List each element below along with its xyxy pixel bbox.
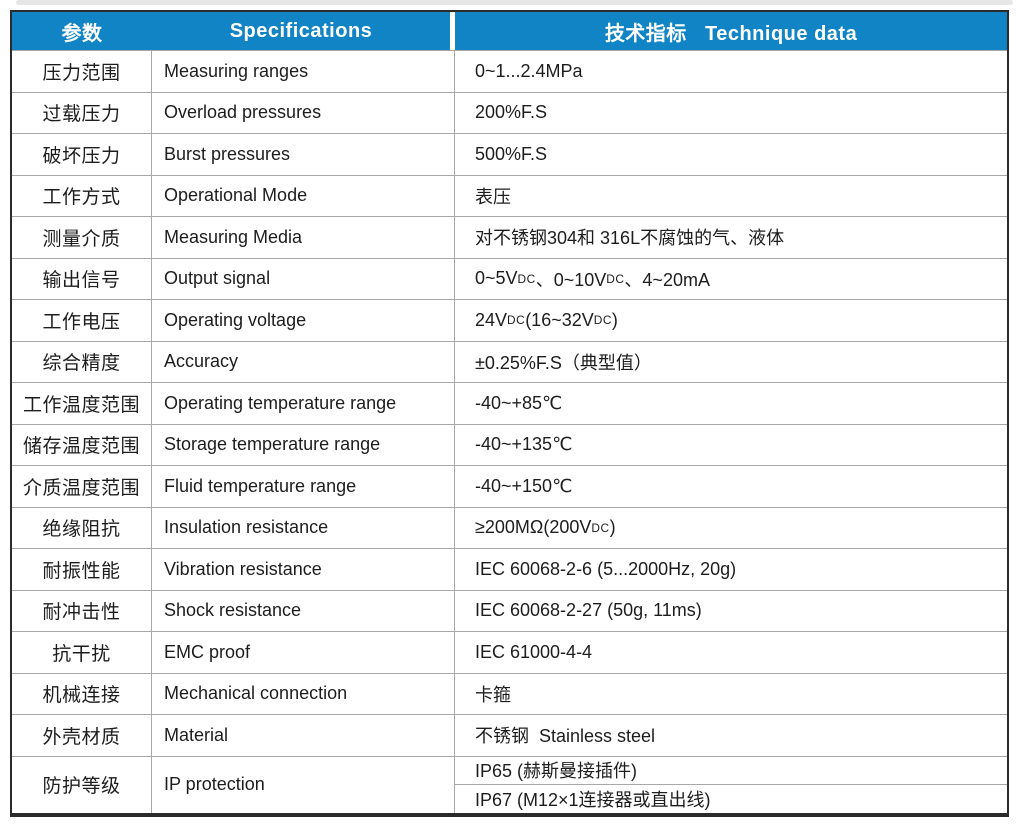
param-cn-cell: 储存温度范围 (12, 424, 152, 465)
table-row: 工作方式 Operational Mode 表压 (12, 174, 1007, 216)
spec-en-cell: Operating voltage (152, 300, 455, 341)
spec-en-cell: Material (152, 715, 455, 756)
value-cell: -40~+150℃ (475, 475, 573, 496)
page-top-edge (16, 0, 1013, 5)
spec-en-cell: IP protection (152, 756, 455, 813)
value-cell: 500%F.S (475, 143, 548, 164)
value-cell: IEC 60068-2-27 (50g, 11ms) (475, 600, 702, 621)
param-cn-cell: 介质温度范围 (12, 466, 152, 507)
table-row: 工作温度范围 Operating temperature range -40~+85… (12, 382, 1007, 424)
param-cn-cell: 工作温度范围 (12, 383, 152, 424)
spec-en-cell: Vibration resistance (152, 549, 455, 590)
value-subrow: IP67 (M12×1连接器或直出线) (455, 784, 1007, 813)
spec-en-cell: Fluid temperature range (152, 466, 455, 507)
table-row: 工作电压 Operating voltage 24V DC (16~32V DC) (12, 299, 1007, 341)
value-cell: 对不锈钢304和 316L不腐蚀的气、液体 (475, 228, 785, 249)
header-divider (450, 12, 455, 50)
spec-en-cell: Accuracy (152, 341, 455, 382)
spec-en-cell: Operating temperature range (152, 383, 455, 424)
value-cell: -40~+85℃ (475, 392, 563, 413)
table-row: 抗干扰 EMC proof IEC 61000-4-4 (12, 631, 1007, 673)
value-cell: 0~1...2.4MPa (475, 60, 583, 81)
value-cell: 200%F.S (475, 102, 548, 123)
spec-en-cell: Mechanical connection (152, 673, 455, 714)
param-cn-cell: 破坏压力 (12, 134, 152, 175)
spec-en-cell: Burst pressures (152, 134, 455, 175)
param-cn-cell: 测量介质 (12, 217, 152, 258)
specifications-table: 参数 Specifications 技术指标 Technique data 压力… (10, 10, 1009, 817)
value-cell: 24V DC (16~32V DC) (475, 309, 618, 330)
param-cn-cell: 耐振性能 (12, 549, 152, 590)
table-header-row: 参数 Specifications 技术指标 Technique data (12, 12, 1007, 50)
spec-en-cell: Measuring ranges (152, 51, 455, 92)
value-cell: IP65 (赫斯曼接插件) IP67 (M12×1连接器或直出线) (455, 757, 1007, 813)
value-cell: -40~+135℃ (475, 434, 573, 455)
table-row: 测量介质 Measuring Media 对不锈钢304和 316L不腐蚀的气、液体 (12, 216, 1007, 258)
table-row: 外壳材质 Material 不锈钢 Stainless steel (12, 714, 1007, 756)
table-row: 耐冲击性 Shock resistance IEC 60068-2-27 (50g,… (12, 589, 1007, 631)
spec-en-cell: Measuring Media (152, 217, 455, 258)
table-row: 机械连接 Mechanical connection 卡箍 (12, 672, 1007, 714)
table-row: 储存温度范围 Storage temperature range -40~+135℃ (12, 423, 1007, 465)
param-cn-cell: 综合精度 (12, 341, 152, 382)
table-row: 介质温度范围 Fluid temperature range -40~+150℃ (12, 465, 1007, 507)
spec-en-cell: Operational Mode (152, 175, 455, 216)
table-row: 防护等级 IP protection IP65 (赫斯曼接插件) IP67 (M12×… (12, 755, 1007, 813)
param-cn-cell: 抗干扰 (12, 632, 152, 673)
param-cn-cell: 工作电压 (12, 300, 152, 341)
header-cell-specifications: Specifications (229, 19, 373, 42)
header-cell-technique-data: 技术指标 Technique data (604, 22, 858, 45)
value-cell: IEC 60068-2-6 (5...2000Hz, 20g) (475, 558, 737, 579)
value-cell: 表压 (475, 186, 511, 207)
table-row: 绝缘阻抗 Insulation resistance ≥200MΩ(200V DC) (12, 506, 1007, 548)
param-cn-cell: 防护等级 (12, 756, 152, 813)
param-cn-cell: 机械连接 (12, 673, 152, 714)
spec-en-cell: Insulation resistance (152, 507, 455, 548)
table-row: 综合精度 Accuracy ±0.25%F.S（典型值） (12, 340, 1007, 382)
value-cell: ≥200MΩ(200V DC) (475, 517, 616, 538)
param-cn-cell: 过载压力 (12, 92, 152, 133)
param-cn-cell: 输出信号 (12, 258, 152, 299)
spec-en-cell: Output signal (152, 258, 455, 299)
table-row: 耐振性能 Vibration resistance IEC 60068-2-6 (5… (12, 548, 1007, 590)
table-row: 过载压力 Overload pressures 200%F.S (12, 91, 1007, 133)
value-cell: 不锈钢 Stainless steel (475, 726, 656, 747)
param-cn-cell: 绝缘阻抗 (12, 507, 152, 548)
param-cn-cell: 工作方式 (12, 175, 152, 216)
param-cn-cell: 外壳材质 (12, 715, 152, 756)
table-body: 压力范围 Measuring ranges 0~1...2.4MPa 过载压力 Over… (12, 50, 1007, 813)
value-subrow: IP65 (赫斯曼接插件) (475, 761, 638, 782)
param-cn-cell: 耐冲击性 (12, 590, 152, 631)
value-cell: 0~5V DC 、0~10V DC 、4~20mA (475, 268, 710, 290)
spec-en-cell: Shock resistance (152, 590, 455, 631)
header-cell-parameter: 参数 (61, 22, 103, 45)
value-cell: ±0.25%F.S（典型值） (475, 352, 652, 373)
spec-en-cell: Overload pressures (152, 92, 455, 133)
value-cell: IEC 61000-4-4 (475, 641, 593, 662)
table-row: 压力范围 Measuring ranges 0~1...2.4MPa (12, 50, 1007, 92)
table-row: 输出信号 Output signal 0~5V DC 、0~10V DC 、4~20mA (12, 257, 1007, 299)
value-cell: 卡箍 (475, 684, 511, 705)
spec-en-cell: EMC proof (152, 632, 455, 673)
table-row: 破坏压力 Burst pressures 500%F.S (12, 133, 1007, 175)
spec-en-cell: Storage temperature range (152, 424, 455, 465)
param-cn-cell: 压力范围 (12, 51, 152, 92)
